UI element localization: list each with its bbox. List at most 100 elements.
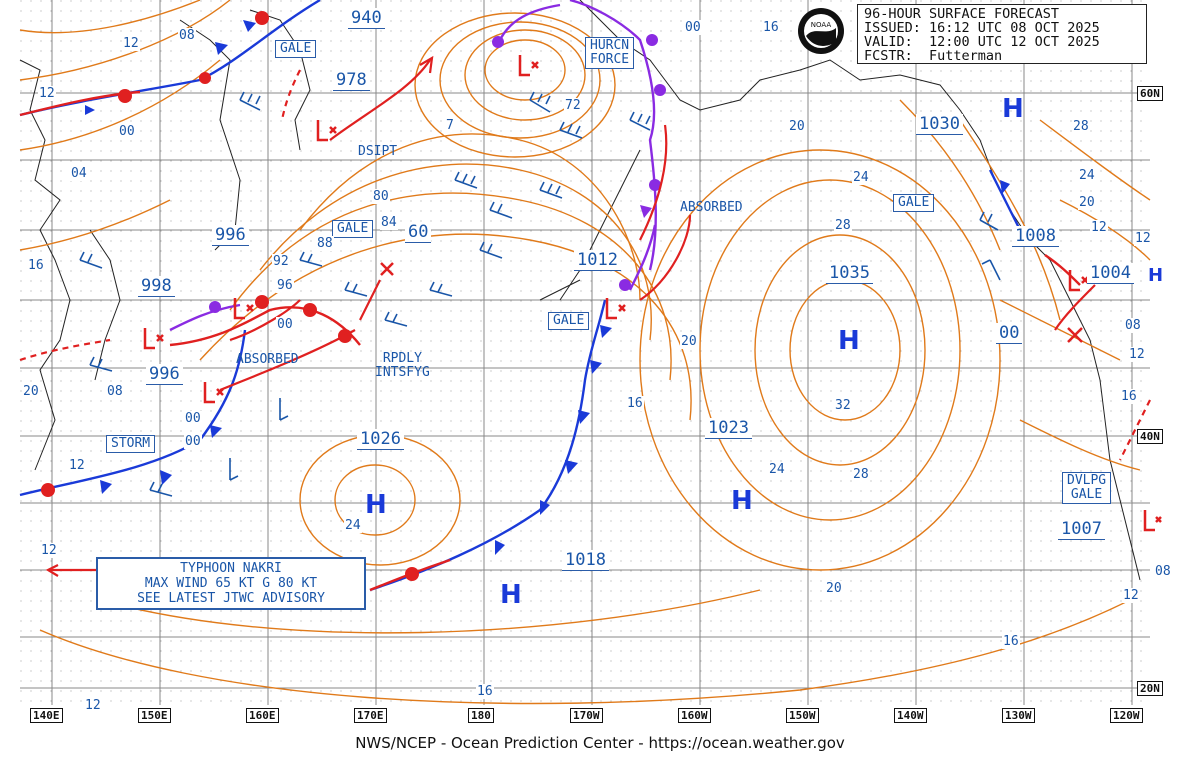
isobar-value: 04 [70,166,88,181]
isobar-value: 12 [68,458,86,473]
longitude-label: 170E [354,708,387,723]
isobar-value: 08 [1154,564,1172,579]
isobar-value: 80 [372,189,390,204]
isobar-value: 00 [184,411,202,426]
isobar-value: 12 [1134,231,1152,246]
isobar-value: 12 [84,698,102,713]
isobar-value: 84 [380,215,398,230]
isobar-value: 7 [445,118,455,133]
pressure-label: 1026 [357,429,404,450]
longitude-label: 160W [678,708,711,723]
isobar-value: 24 [768,462,786,477]
isobars [19,0,1151,705]
high-marker: H [1002,94,1024,124]
pressure-label: 1023 [705,418,752,439]
isobar-value: 08 [1124,318,1142,333]
isobar-value: 28 [1072,119,1090,134]
isobar-value: 12 [122,36,140,51]
developing-gale-box: DVLPG GALE [1062,472,1112,504]
isobar-value: 20 [1078,195,1096,210]
longitude-label: 130W [1002,708,1035,723]
high-marker: H [731,486,753,516]
isobar-value: 20 [788,119,806,134]
latitude-label: 60N [1137,86,1163,101]
isobar-value: 16 [1002,634,1020,649]
isobar-value: 00 [118,124,136,139]
pressure-label: 1004 [1087,263,1134,284]
isobar-value: 24 [344,518,362,533]
isobar-value: 24 [852,170,870,185]
isobar-value: 20 [22,384,40,399]
coastlines [19,0,1141,581]
isobar-value: 92 [272,254,290,269]
isobar-value: 12 [1090,220,1108,235]
longitude-label: 170W [570,708,603,723]
noaa-logo: NOAA [796,6,846,56]
isobar-value: 12 [40,543,58,558]
latitude-label: 40N [1137,429,1163,444]
isobar-value: 00 [184,434,202,449]
pressure-label: 1012 [574,250,621,271]
isobar-value: 12 [1122,588,1140,603]
pressure-label: 978 [333,70,370,91]
longitude-label: 150E [138,708,171,723]
gale-box: GALE [893,194,935,212]
issued-time: ISSUED: 16:12 UTC 08 OCT 2025 [864,20,1100,36]
isobar-value: 24 [1078,168,1096,183]
annotation: ABSORBED [680,200,743,215]
isobar-value: 16 [1120,389,1138,404]
low-markers [143,55,1162,532]
front-symbols [41,11,1010,581]
pressure-label: 940 [348,8,385,29]
svg-text:NOAA: NOAA [811,21,832,29]
forecaster: FCSTR: Futterman [864,48,1003,64]
isobar-value: 08 [106,384,124,399]
pressure-label: 1030 [916,114,963,135]
pressure-label: 998 [138,276,175,297]
latitude-label: 20N [1137,681,1163,696]
high-marker: H [838,326,860,356]
pressure-label: 1008 [1012,226,1059,247]
longitude-label: 160E [246,708,279,723]
pressure-label: 60 [405,222,432,243]
longitude-label: 180 [468,708,494,723]
isobar-value: 88 [316,236,334,251]
isobar-value: 28 [834,218,852,233]
pressure-label: 996 [146,364,183,385]
storm-tracks [19,55,1151,577]
forecast-info-box: 96-HOUR SURFACE FORECAST ISSUED: 16:12 U… [857,4,1147,64]
isobar-value: 16 [27,258,45,273]
storm-box: STORM [106,435,156,453]
isobar-value: 12 [38,86,56,101]
isobar-value: 20 [825,581,843,596]
gale-box: GALE [275,40,317,58]
isobar-value: 20 [680,334,698,349]
valid-time: VALID: 12:00 UTC 12 OCT 2025 [864,34,1100,50]
gale-box: GALE [548,312,590,330]
annotation: ABSORBED [236,352,299,367]
pressure-label: 00 [996,323,1023,344]
high-marker: H [1148,265,1164,286]
isobar-value: 12 [1128,347,1146,362]
pressure-label: 1007 [1058,519,1105,540]
isobar-value: 16 [762,20,780,35]
isobar-value: 08 [178,28,196,43]
credit-line: NWS/NCEP - Ocean Prediction Center - htt… [355,734,845,752]
isobar-value: 96 [276,278,294,293]
high-marker: H [500,580,522,610]
pressure-label: 1035 [826,263,873,284]
isobar-value: 28 [852,467,870,482]
gale-box: GALE [332,220,374,238]
wind-barbs [79,91,1001,497]
high-marker: H [365,490,387,520]
isobar-value: 00 [684,20,702,35]
isobar-value: 72 [564,98,582,113]
forecast-title: 96-HOUR SURFACE FORECAST [864,6,1060,22]
annotation: DSIPT [358,144,398,159]
typhoon-wind: MAX WIND 65 KT G 80 KT [144,576,318,591]
pressure-label: 996 [212,225,249,246]
typhoon-advisory: SEE LATEST JTWC ADVISORY [137,591,325,606]
longitude-label: 140E [30,708,63,723]
longitude-label: 150W [786,708,819,723]
isobar-value: 00 [276,317,294,332]
